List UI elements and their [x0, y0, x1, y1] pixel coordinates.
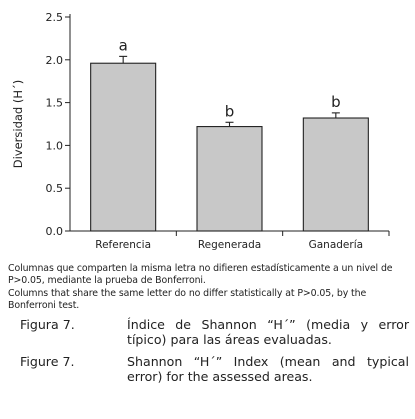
y-tick-label: 1.5 [46, 97, 64, 110]
y-tick-label: 0.5 [46, 182, 64, 195]
caption-spanish-label: Figura 7. [20, 317, 75, 332]
y-tick-label: 2.0 [46, 54, 64, 67]
bar [90, 62, 157, 232]
bar [196, 126, 263, 232]
group-letter: a [119, 36, 128, 54]
bar-chart: 0.0 0.5 1.0 1.5 2.0 2.5 Diversidad (H´) a Refere… [11, 11, 390, 251]
y-tick-label: 2.5 [46, 11, 64, 24]
bar [302, 117, 369, 232]
x-tick-label: Referencia [95, 239, 151, 251]
group-letter: b [331, 93, 341, 111]
caption-spanish-text: Índice de Shannon “H´” (media y error tí… [127, 317, 409, 347]
footnote-spanish: Columnas que comparten la misma letra no… [8, 263, 393, 286]
plot-area: 0.0 0.5 1.0 1.5 2.0 2.5 Diversidad (H´) a Refere… [11, 11, 390, 251]
caption-english-label: Figure 7. [20, 354, 75, 369]
y-tick-label: 0.0 [46, 225, 64, 238]
y-tick-label: 1.0 [46, 139, 64, 152]
caption-english-text: Shannon “H´” Index (mean and typical err… [127, 354, 409, 384]
group-letter: b [225, 102, 235, 120]
x-tick-label: Regenerada [198, 239, 261, 251]
footnote-english: Columns that share the same letter do no… [8, 288, 367, 311]
y-axis-label: Diversidad (H´) [11, 80, 25, 169]
x-tick-label: Ganadería [309, 239, 363, 251]
